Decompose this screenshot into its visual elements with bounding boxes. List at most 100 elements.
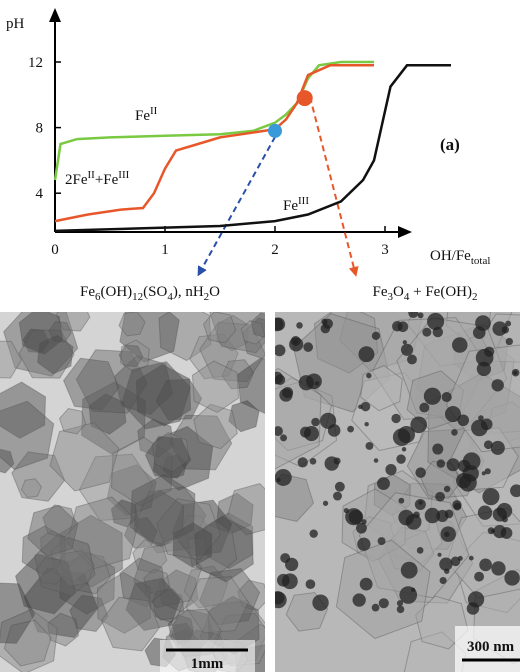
texture (275, 375, 285, 385)
texture (437, 553, 441, 557)
texture (473, 326, 486, 339)
x-tick-label: 3 (381, 242, 389, 258)
text-part: Fe (80, 284, 95, 300)
texture (270, 592, 287, 609)
texture (505, 321, 511, 327)
texture (374, 458, 379, 463)
texture (418, 312, 424, 318)
series-line (55, 65, 451, 231)
text-part: 2 (472, 291, 478, 303)
text-part: O (209, 284, 220, 300)
figure: pH (a) 1mm 300 nm 01234812OH/FetotalFeII… (0, 0, 520, 672)
texture (372, 332, 380, 340)
texture (435, 492, 445, 502)
texture (458, 556, 463, 561)
marker-point (268, 124, 282, 138)
series-line (55, 62, 374, 180)
texture (433, 327, 443, 337)
text-part: O (393, 284, 404, 300)
product-label: Fe6(OH)12(SO4), nH2O (80, 284, 220, 303)
texture (444, 486, 450, 492)
series-label: FeIII (283, 195, 309, 214)
texture (385, 464, 396, 475)
tem-image-left: 1mm (0, 286, 292, 672)
texture (311, 418, 320, 427)
scale-bar-label: 1mm (191, 656, 224, 672)
texture (282, 387, 293, 398)
y-label: pH (6, 16, 25, 32)
texture (419, 501, 423, 505)
texture (410, 416, 427, 433)
texture (407, 355, 417, 365)
x-arrow (398, 226, 412, 238)
texture (401, 562, 418, 579)
texture (504, 570, 519, 585)
texture (439, 558, 452, 571)
text-part: Fe (283, 198, 298, 214)
texture (406, 514, 422, 530)
texture (417, 547, 424, 554)
texture (447, 458, 460, 471)
text-part: OH/Fe (430, 248, 471, 264)
text-part: II (150, 105, 158, 117)
text-part: ), nH (173, 284, 204, 300)
y-tick-label: 4 (36, 186, 44, 202)
text-part: 2Fe (65, 172, 88, 188)
texture (312, 594, 328, 610)
texture (309, 529, 317, 537)
texture (474, 572, 484, 582)
texture (398, 498, 404, 504)
texture (502, 326, 509, 333)
texture (432, 444, 443, 455)
texture (396, 454, 405, 463)
series-label: 2FeII+FeIII (65, 169, 130, 188)
y-tick-label: 8 (36, 121, 44, 137)
texture (451, 429, 458, 436)
texture (481, 418, 493, 430)
texture (491, 561, 505, 575)
texture (452, 337, 467, 352)
texture (345, 508, 362, 525)
texture (352, 593, 365, 606)
texture (323, 501, 328, 506)
texture (459, 474, 477, 492)
texture (357, 538, 370, 551)
texture (482, 488, 499, 505)
texture (491, 529, 495, 533)
text-part: Fe (373, 284, 388, 300)
texture (306, 579, 316, 589)
series-line (55, 65, 374, 221)
texture (275, 469, 292, 486)
texture (479, 559, 492, 572)
tem-image-right: 300 nm (232, 268, 520, 672)
texture (478, 505, 492, 519)
texture (506, 338, 513, 345)
texture (379, 598, 389, 608)
texture (334, 458, 341, 465)
texture (399, 586, 417, 604)
texture (366, 442, 374, 450)
panel-label: (a) (440, 135, 460, 154)
texture (467, 602, 480, 615)
series-label: FeII (135, 105, 158, 124)
texture (419, 403, 429, 413)
texture (422, 328, 431, 337)
texture (280, 434, 287, 441)
text-part: III (118, 169, 129, 181)
texture (452, 500, 461, 509)
texture (391, 414, 400, 423)
texture (445, 406, 461, 422)
marker-point (297, 90, 313, 106)
texture (300, 427, 311, 438)
texture (493, 525, 506, 538)
arrow-orange (310, 97, 355, 272)
texture (282, 573, 298, 589)
texture (274, 344, 286, 356)
text-part: 12 (132, 291, 143, 303)
text-part: (OH) (101, 284, 133, 300)
texture (415, 467, 426, 478)
x-tick-label: 0 (51, 242, 59, 258)
text-part: III (298, 195, 309, 207)
text-part: (SO (143, 284, 167, 300)
texture (347, 426, 354, 433)
